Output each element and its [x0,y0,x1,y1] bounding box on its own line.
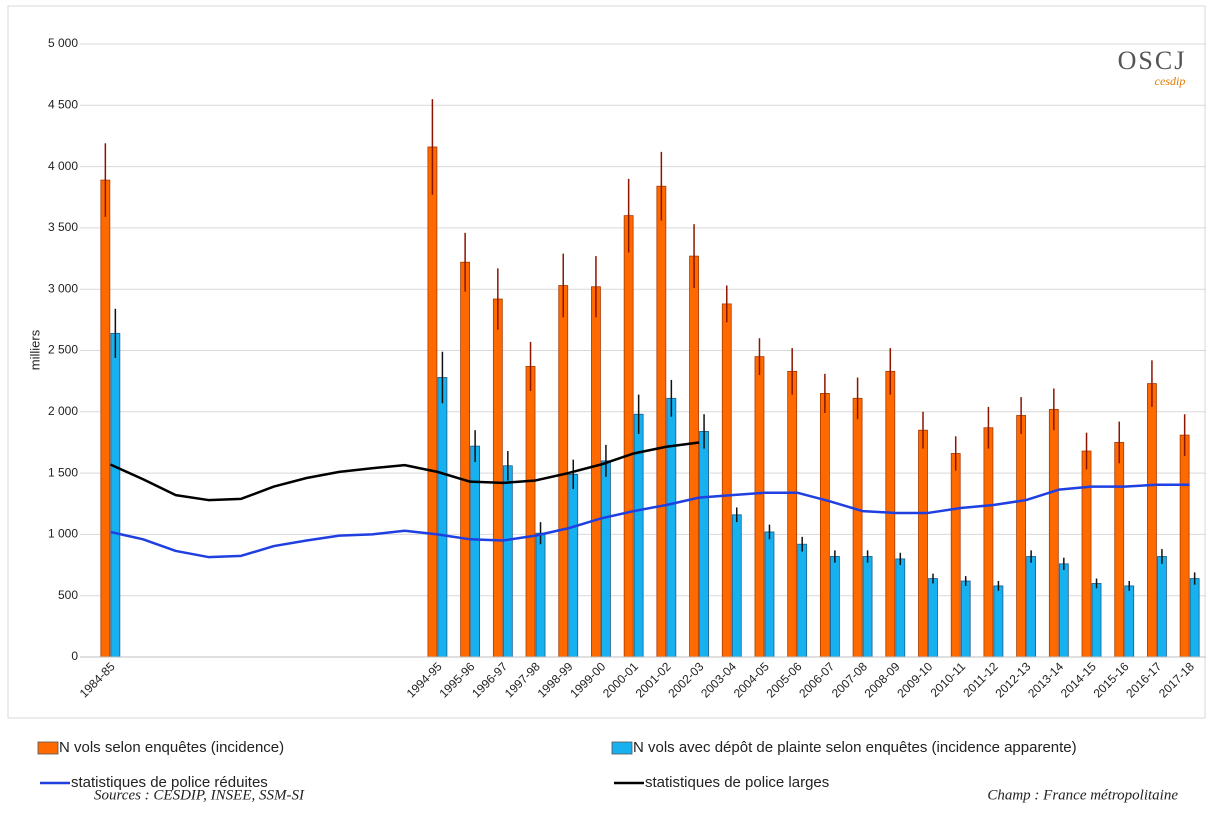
legend-label: statistiques de police réduites [71,774,268,791]
y-tick-label: 2 500 [48,343,78,357]
y-tick-label: 4 000 [48,159,78,173]
legend-label: N vols selon enquêtes (incidence) [59,739,284,756]
bar [535,532,546,658]
bar [699,431,709,658]
legend-swatch [611,741,633,755]
bar [819,393,830,658]
bar [1114,442,1125,658]
source: Sources : CESDIP, INSEE, SSM-SI [94,787,305,803]
legend-label: N vols avec dépôt de plainte selon enquê… [633,739,1077,756]
bar [764,531,775,658]
bar [721,303,732,658]
logo-subtitle: cesdip [1155,74,1186,88]
y-tick-label: 4 500 [48,97,78,111]
bar [1081,450,1092,658]
bar [754,356,765,658]
bar [623,215,634,658]
bar [470,445,481,658]
y-axis-label: milliers [27,329,42,370]
bar [993,585,1004,658]
bar [689,255,699,658]
bar [1091,583,1102,658]
bar [960,580,971,658]
bar [601,460,611,658]
bar [525,366,536,658]
y-tick-label: 5 000 [48,36,78,50]
x-tick-label: 2017-18 [1156,659,1197,700]
bar [100,179,111,658]
bar [885,370,896,658]
bar [1157,556,1167,658]
legend-label: statistiques de police larges [645,774,829,791]
bar [1147,383,1157,658]
bar [1124,585,1135,658]
bar [1026,556,1037,658]
bar [492,298,503,658]
bar [591,286,601,658]
note: Champ : France métropolitaine [987,787,1178,803]
bar [1048,408,1059,658]
bar [787,370,798,658]
y-tick-label: 2 000 [48,404,78,418]
x-tick-label: 1984-85 [77,659,118,700]
bar [983,427,994,658]
bar [502,465,513,658]
logo: OSCJ [1118,46,1187,75]
bar [1016,415,1027,658]
bar [950,453,961,658]
line [109,441,700,502]
line [110,483,1190,559]
y-tick-label: 1 500 [48,465,78,479]
bar [1058,563,1069,658]
y-tick-label: 1 000 [48,527,78,541]
bar [928,578,938,658]
y-tick-label: 500 [58,588,78,602]
chart-frame [7,5,1206,719]
bar [656,185,667,658]
bar [110,332,121,658]
bar [1189,578,1200,658]
bar [568,473,579,658]
x-tick-label: 2009-10 [894,659,935,700]
bar [1179,434,1190,658]
bar [862,556,873,658]
bar [918,429,928,658]
bar [437,377,448,658]
bar [797,543,808,658]
y-tick-label: 0 [71,649,78,663]
legend-swatch [37,741,59,755]
bar [666,397,677,658]
y-tick-label: 3 000 [48,281,78,295]
y-tick-label: 3 500 [48,220,78,234]
bar [895,558,906,658]
bar [852,397,863,658]
x-tick-label: 2010-11 [928,659,969,700]
bar [460,261,471,658]
bar [731,514,742,658]
bar [427,146,438,658]
bar [829,556,840,658]
bar [558,285,569,658]
